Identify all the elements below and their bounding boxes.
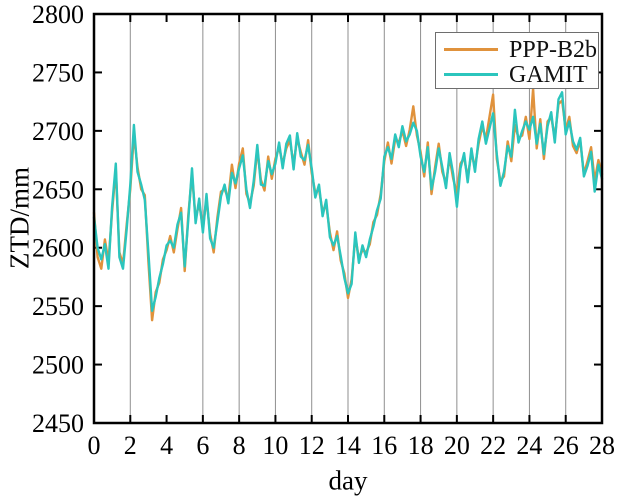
- y-tick-label: 2750: [32, 58, 84, 87]
- x-tick-label: 20: [444, 431, 470, 460]
- y-tick-label: 2600: [32, 234, 84, 263]
- y-axis-title: ZTD/mm: [4, 167, 35, 269]
- y-tick-label: 2800: [32, 0, 84, 29]
- y-tick-label: 2550: [32, 292, 84, 321]
- x-tick-label: 28: [589, 431, 615, 460]
- x-tick-label: 22: [480, 431, 506, 460]
- legend-entry-gamit: GAMIT: [436, 62, 598, 87]
- x-tick-label: 24: [516, 431, 542, 460]
- plot-frame: [92, 12, 604, 425]
- y-tick-label: 2700: [32, 117, 84, 146]
- legend-label-ppp-b2b: PPP-B2b: [509, 36, 598, 63]
- x-tick-label: 12: [299, 431, 325, 460]
- x-tick-label: 6: [196, 431, 209, 460]
- x-tick-label: 2: [124, 431, 137, 460]
- x-tick-label: 8: [233, 431, 246, 460]
- legend-line-sample-gamit: [444, 73, 498, 76]
- x-tick-label: 16: [371, 431, 397, 460]
- x-tick-label: 10: [262, 431, 288, 460]
- x-tick-label: 4: [160, 431, 173, 460]
- x-axis-title: day: [328, 465, 368, 496]
- x-tick-label: 0: [88, 431, 101, 460]
- x-tick-label: 14: [335, 431, 361, 460]
- y-tick-label: 2450: [32, 409, 84, 438]
- legend-entry-ppp-b2b: PPP-B2b: [436, 37, 598, 62]
- legend-line-sample-ppp-b2b: [444, 48, 498, 51]
- y-tick-label: 2650: [32, 175, 84, 204]
- series-gamit: [92, 91, 604, 312]
- legend: PPP-B2b GAMIT: [435, 32, 599, 89]
- legend-label-gamit: GAMIT: [509, 61, 588, 88]
- y-tick-label: 2500: [32, 351, 84, 380]
- x-tick-label: 18: [408, 431, 434, 460]
- x-tick-label: 26: [553, 431, 579, 460]
